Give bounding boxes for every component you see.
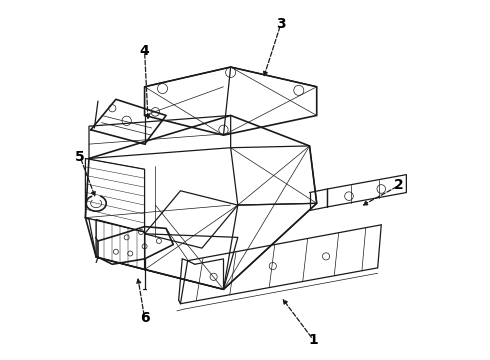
Text: 2: 2 <box>394 178 404 192</box>
Text: 3: 3 <box>276 17 286 31</box>
Text: 5: 5 <box>75 150 85 164</box>
Text: 4: 4 <box>140 44 149 58</box>
Text: 1: 1 <box>308 333 318 347</box>
Text: 6: 6 <box>140 311 149 325</box>
